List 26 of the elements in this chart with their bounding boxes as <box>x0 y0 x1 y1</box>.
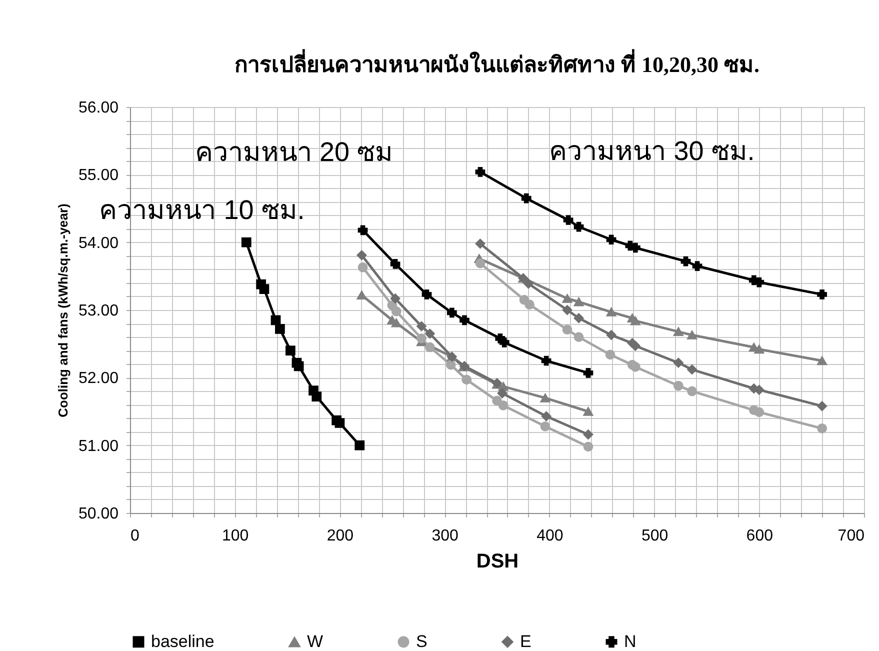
x-tick-label: 400 <box>536 528 564 544</box>
y-tick-label: 52.00 <box>78 370 119 388</box>
x-tick-label: 300 <box>432 528 459 544</box>
legend-label: E <box>520 632 532 651</box>
x-tick-label: 0 <box>130 528 140 544</box>
y-axis-title: Cooling and fans (kWh/sq.m.-year) <box>55 204 70 418</box>
y-tick-label: 55.00 <box>78 167 119 184</box>
annotation: ความหนา 20 ซม <box>194 137 394 167</box>
x-axis-title: DSH <box>476 550 519 572</box>
annotation: ความหนา 10 ซม. <box>99 195 305 225</box>
legend-label: S <box>416 632 428 651</box>
legend-label: N <box>624 632 636 651</box>
y-tick-label: 54.00 <box>78 234 119 252</box>
x-tick-label: 600 <box>746 528 774 544</box>
x-tick-label: 100 <box>222 528 249 544</box>
y-tick-label: 53.00 <box>78 302 119 320</box>
legend-label: W <box>307 632 324 651</box>
x-tick-label: 700 <box>838 528 865 544</box>
x-tick-label: 500 <box>641 528 668 544</box>
annotation: ความหนา 30 ซม. <box>549 136 755 166</box>
x-tick-label: 200 <box>326 528 354 544</box>
chart-title: การเปลี่ยนความหนาผนังในแต่ละทิศทาง ที่ 10,20,30 ซม. <box>234 48 760 77</box>
y-tick-label: 56.00 <box>78 100 119 116</box>
legend-label: baseline <box>151 632 214 651</box>
y-tick-label: 51.00 <box>78 438 119 455</box>
y-tick-label: 50.00 <box>78 506 119 522</box>
